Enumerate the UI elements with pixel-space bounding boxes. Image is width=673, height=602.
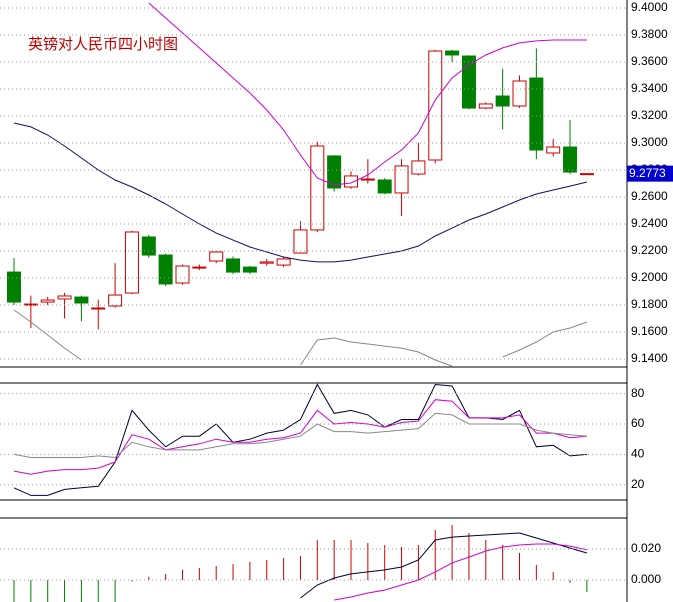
- candle-body: [7, 271, 21, 303]
- last-price-box: [627, 165, 673, 182]
- indicator-line: [13, 122, 588, 263]
- candle-body: [40, 299, 55, 303]
- candle-body: [495, 95, 510, 107]
- candle-body: [478, 103, 493, 109]
- candle-body: [259, 261, 274, 264]
- indicator-line: [334, 543, 588, 601]
- y-tick-label: 0.000: [631, 572, 661, 586]
- candle-body: [293, 229, 308, 254]
- candle-body: [546, 146, 561, 154]
- candle-body: [360, 178, 375, 181]
- candle-body: [209, 251, 224, 262]
- y-tick-label: 9.3200: [631, 108, 668, 122]
- candle-body: [141, 236, 156, 256]
- y-tick-label: 9.1600: [631, 324, 668, 338]
- candle-body: [310, 145, 325, 231]
- candle-body: [192, 266, 207, 269]
- y-tick-label: 9.3400: [631, 81, 668, 95]
- candle-body: [226, 258, 241, 273]
- candle-body: [124, 231, 139, 294]
- y-tick-label: 9.2000: [631, 270, 668, 284]
- y-tick-label: 20: [631, 477, 645, 491]
- candle-body: [276, 258, 291, 266]
- y-tick-label: 9.2600: [631, 189, 668, 203]
- plot-area: [13, 524, 588, 602]
- y-tick-label: 0.020: [631, 541, 661, 555]
- candle-body: [563, 146, 578, 173]
- y-tick-label: 9.1800: [631, 297, 668, 311]
- candle-body: [57, 295, 72, 300]
- y-tick-label: 40: [631, 447, 645, 461]
- y-tick-label: 9.3800: [631, 27, 668, 41]
- candle-body: [327, 155, 342, 189]
- indicator-line: [13, 412, 587, 459]
- candle-body: [242, 266, 257, 273]
- indicator-line: [13, 399, 587, 475]
- indicator-line: [148, 2, 587, 186]
- candle-body: [411, 160, 426, 175]
- candle-body: [445, 50, 460, 56]
- candle-body: [512, 80, 527, 107]
- y-tick-label: 9.1400: [631, 351, 668, 365]
- y-tick-label: 9.2400: [631, 216, 668, 230]
- chart-title: 英镑对人民币四小时图: [28, 35, 178, 53]
- candle-body: [175, 265, 190, 284]
- candle-body: [158, 254, 173, 285]
- candle-body: [74, 296, 89, 304]
- candle-body: [108, 294, 123, 307]
- candle-body: [461, 55, 476, 109]
- plot-area: [7, 2, 594, 367]
- indicator-line: [13, 383, 587, 496]
- y-tick-label: 80: [631, 386, 645, 400]
- y-tick-label: 9.2200: [631, 243, 668, 257]
- candle-body: [579, 173, 594, 176]
- indicator-line: [300, 532, 588, 599]
- candle-body: [23, 303, 38, 306]
- candle-body: [529, 77, 544, 151]
- plot-area: [13, 383, 587, 496]
- candle-body: [344, 175, 358, 188]
- candle-body: [428, 50, 443, 161]
- y-tick-label: 9.3600: [631, 54, 668, 68]
- y-tick-label: 9.3000: [631, 135, 668, 149]
- last-price-label: 9.2773: [629, 166, 666, 180]
- candle-body: [394, 165, 409, 194]
- y-tick-label: 60: [631, 416, 645, 430]
- candle-body: [91, 307, 106, 310]
- indicator-line: [13, 309, 588, 367]
- y-tick-label: 9.4000: [631, 0, 668, 14]
- candle-body: [377, 179, 392, 194]
